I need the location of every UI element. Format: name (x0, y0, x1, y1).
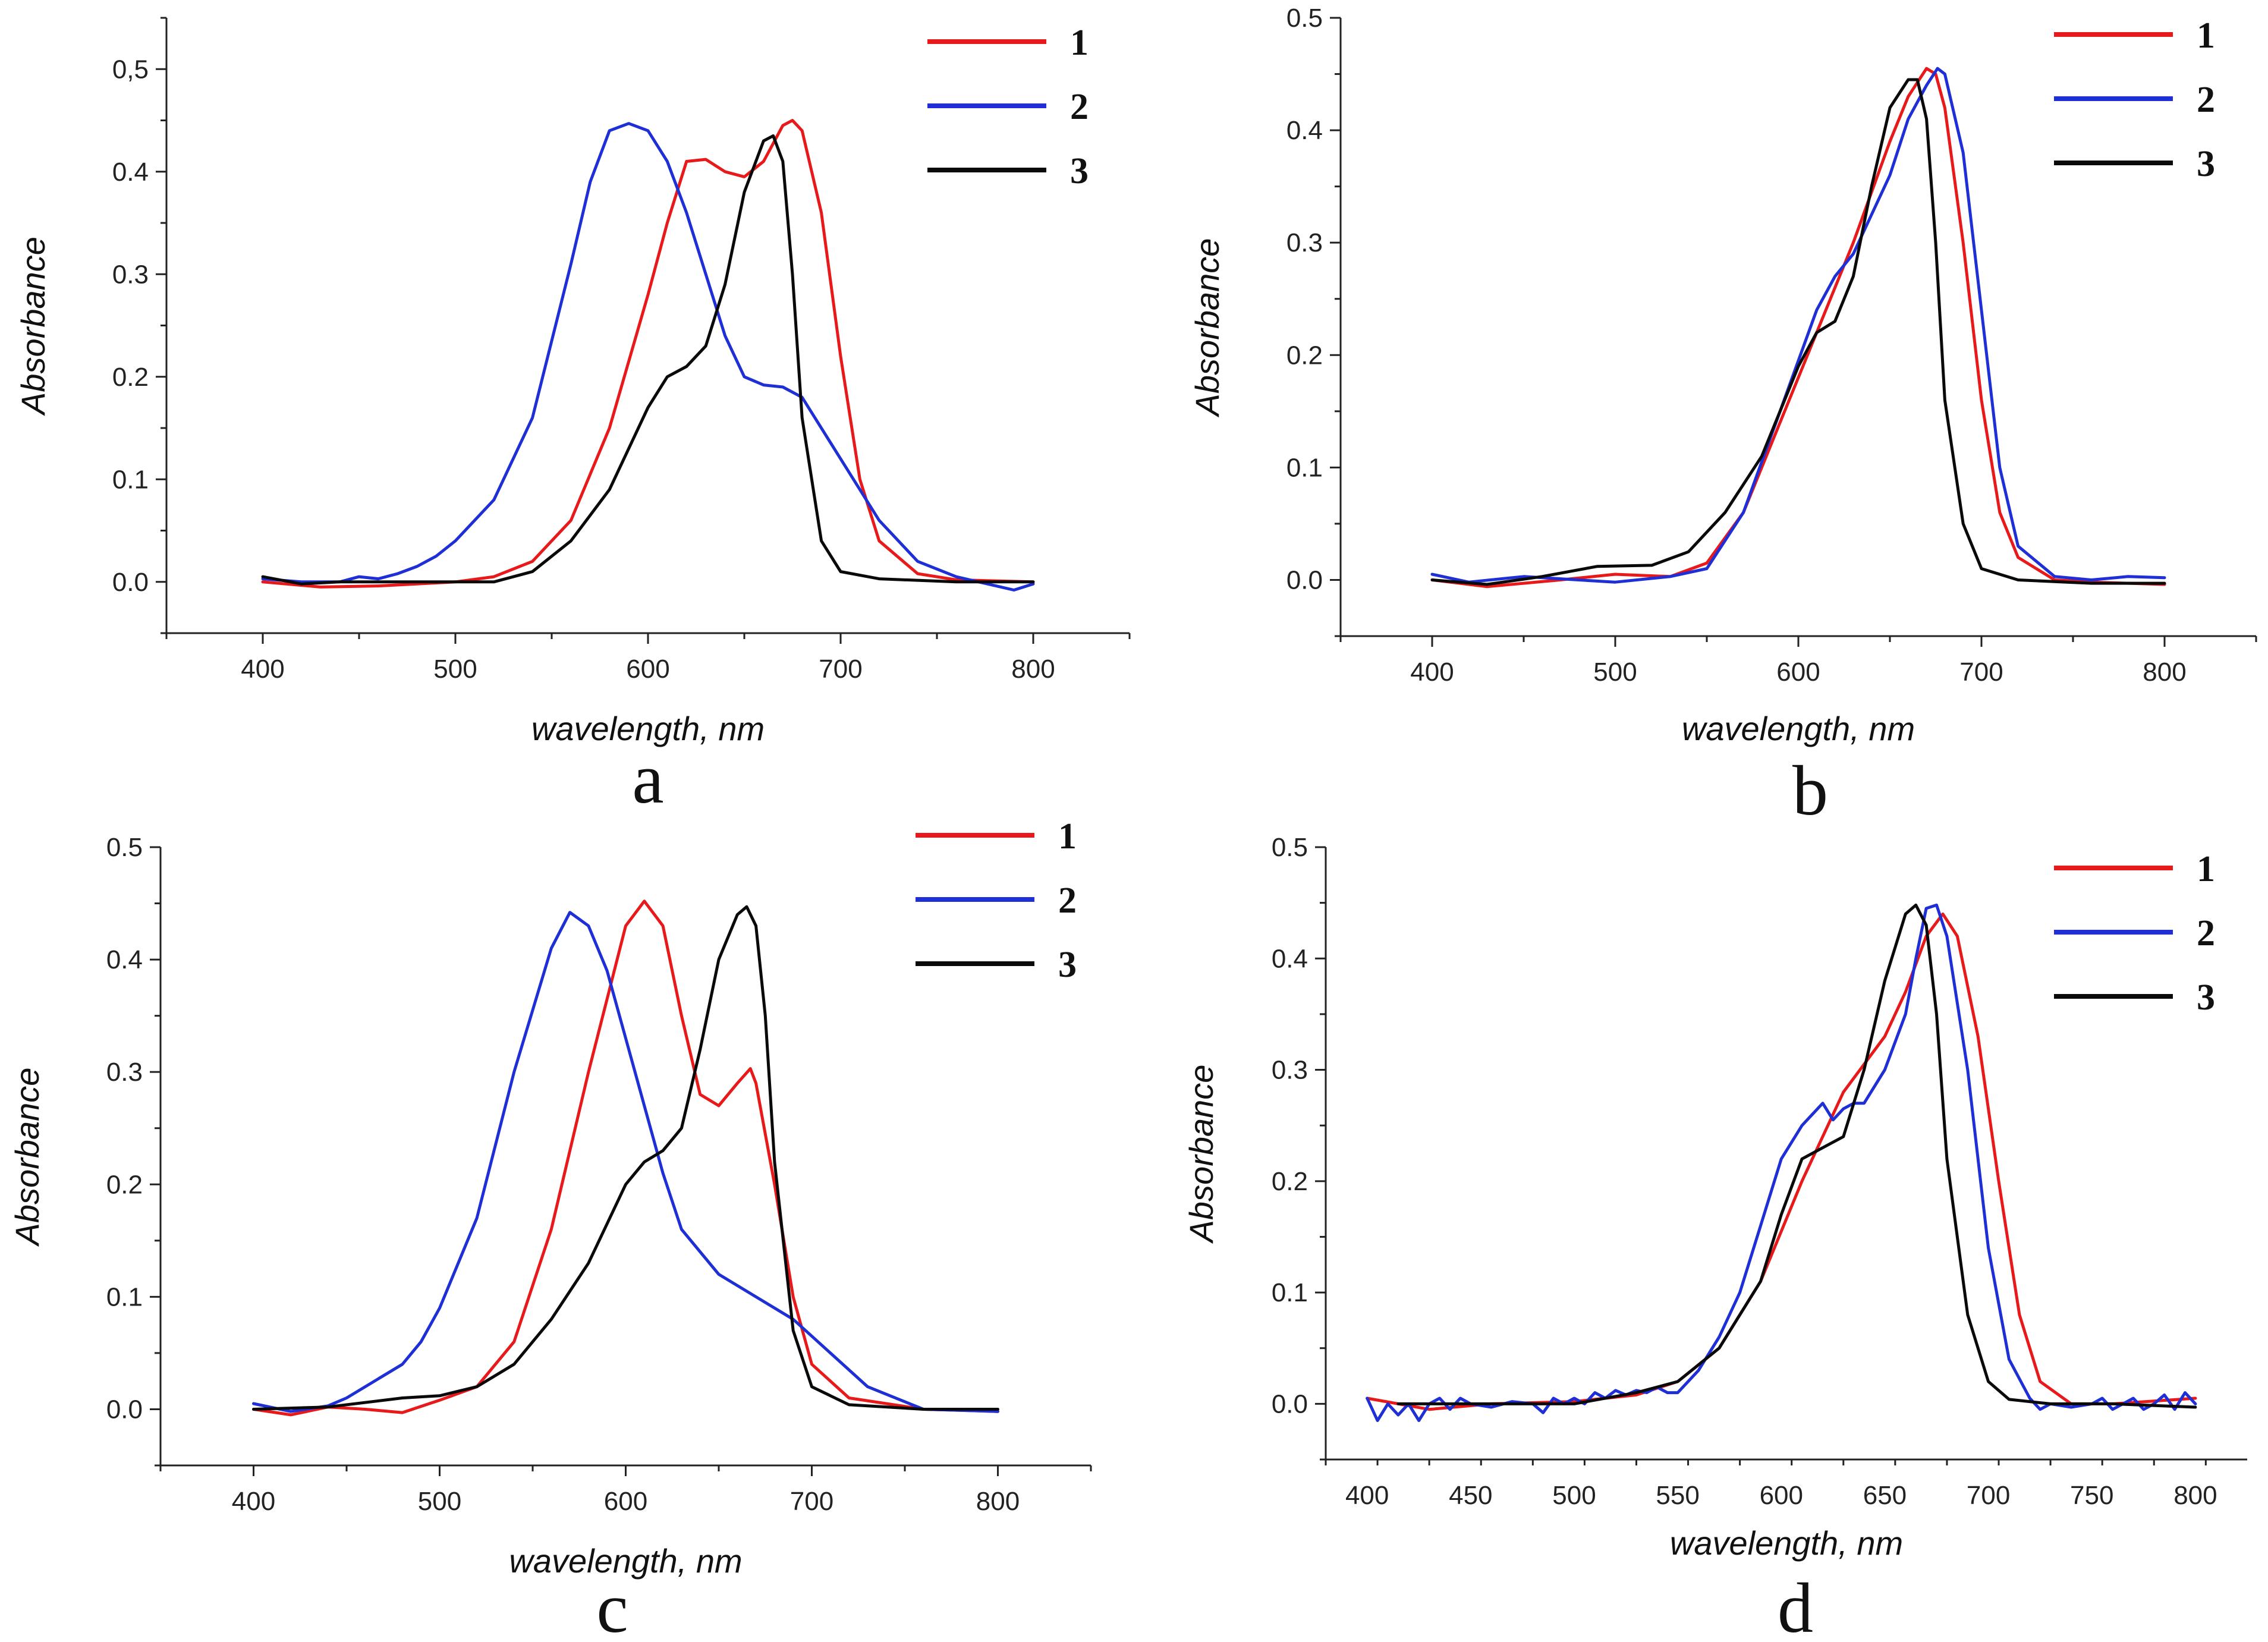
y-tick-label: 0.4 (1286, 116, 1323, 145)
legend-label-1: 1 (2197, 849, 2215, 889)
y-tick-label: 0.0 (1286, 565, 1323, 594)
y-axis-label: Absorbance (1182, 1065, 1220, 1244)
x-tick-label: 650 (1863, 1481, 1907, 1510)
y-tick-label: 0.3 (112, 260, 149, 289)
series-2-line (252, 911, 999, 1413)
y-tick-label: 0.3 (106, 1058, 143, 1087)
panel-b-chart: 400 500 600 700 800 0.0 0.1 0.2 0.3 0.4 0.5 wavelen… (1188, 4, 2257, 830)
y-tick-label: 0.0 (112, 568, 149, 597)
y-tick-label: 0.3 (1286, 228, 1323, 257)
y-tick-label: 0.0 (106, 1395, 143, 1424)
legend-label-2: 2 (2197, 80, 2215, 120)
legend-label-3: 3 (1070, 151, 1089, 191)
x-tick-label: 400 (241, 655, 284, 684)
legend-label-1: 1 (1058, 816, 1077, 857)
x-tick-label: 600 (604, 1487, 647, 1516)
y-tick-label: 0.5 (1272, 833, 1308, 862)
x-tick-label: 700 (790, 1487, 833, 1516)
y-tick-label: 0.2 (106, 1170, 143, 1199)
y-tick-label: 0,5 (112, 55, 149, 84)
series-1-line (252, 899, 999, 1417)
x-tick-label: 800 (2173, 1481, 2217, 1510)
panel-d-chart: 400 450 500 550 600 650 700 750 800 0.0 0.1 0.2 0.3 0… (1182, 833, 2247, 1642)
y-tick-label: 0.4 (112, 158, 149, 187)
x-tick-label: 700 (1959, 658, 2003, 687)
y-tick-label: 0.1 (1272, 1278, 1308, 1307)
x-tick-label: 700 (819, 655, 862, 684)
x-tick-label: 500 (433, 655, 477, 684)
y-tick-label: 0.2 (1272, 1167, 1308, 1196)
series-1-line (1430, 67, 2166, 589)
x-tick-label: 600 (1760, 1481, 1803, 1510)
legend-label-3: 3 (2197, 977, 2215, 1018)
x-axis-label: wavelength, nm (1670, 1524, 1903, 1562)
series-1-line (261, 119, 1035, 589)
y-tick-label: 0.1 (1286, 453, 1323, 482)
panel-label: a (632, 739, 663, 818)
series-2-line (1366, 903, 2197, 1422)
x-tick-label: 450 (1449, 1481, 1492, 1510)
legend-label-2: 2 (1070, 87, 1089, 127)
panel-a-chart: 400 500 600 700 800 0.0 0.1 0.2 0.3 0.4 0,5 wavelen… (14, 17, 1131, 818)
y-tick-label: 0.4 (1272, 944, 1308, 973)
legend-label-2: 2 (2197, 913, 2215, 954)
panel-label: d (1778, 1568, 1813, 1642)
y-axis-label: Absorbance (1188, 238, 1226, 418)
x-tick-label: 500 (418, 1487, 461, 1516)
legend-label-1: 1 (1070, 23, 1089, 63)
y-tick-label: 0.1 (112, 465, 149, 494)
x-axis-label: wavelength, nm (1682, 710, 1915, 747)
y-tick-label: 0.2 (1286, 341, 1323, 370)
series-3-line (1396, 903, 2197, 1409)
y-tick-label: 0.5 (106, 833, 143, 862)
x-tick-label: 700 (1967, 1481, 2010, 1510)
x-tick-label: 800 (1011, 655, 1055, 684)
legend-label-1: 1 (2197, 15, 2215, 56)
y-tick-label: 0.3 (1272, 1056, 1308, 1085)
panel-c-chart: 400 500 600 700 800 0.0 0.1 0.2 0.3 0.4 0.5 wavelen… (8, 816, 1092, 1642)
legend-label-3: 3 (2197, 144, 2215, 184)
x-tick-label: 600 (1776, 658, 1820, 687)
y-tick-label: 0.5 (1286, 4, 1323, 33)
y-tick-label: 0.2 (112, 363, 149, 392)
series-2-line (261, 122, 1035, 592)
y-axis-label: Absorbance (8, 1068, 46, 1247)
x-tick-label: 500 (1593, 658, 1637, 687)
panel-label: c (596, 1568, 628, 1642)
series-2-line (1430, 67, 2166, 584)
x-tick-label: 750 (2070, 1481, 2113, 1510)
series-3-line (261, 134, 1035, 586)
panel-label: b (1792, 751, 1828, 830)
legend-label-2: 2 (1058, 880, 1077, 921)
x-tick-label: 800 (2143, 658, 2186, 687)
series-3-line (1430, 78, 2166, 586)
x-tick-label: 800 (976, 1487, 1020, 1516)
legend-label-3: 3 (1058, 945, 1077, 985)
x-tick-label: 500 (1552, 1481, 1596, 1510)
y-axis-label: Absorbance (14, 237, 52, 416)
y-tick-label: 0.1 (106, 1282, 143, 1311)
series-3-line (252, 905, 999, 1411)
x-tick-label: 400 (1410, 658, 1454, 687)
x-tick-label: 400 (1345, 1481, 1389, 1510)
x-tick-label: 550 (1656, 1481, 1699, 1510)
y-tick-label: 0.0 (1272, 1389, 1308, 1418)
y-tick-label: 0.4 (106, 945, 143, 974)
x-tick-label: 600 (626, 655, 669, 684)
x-tick-label: 400 (232, 1487, 275, 1516)
x-axis-label: wavelength, nm (509, 1542, 742, 1580)
x-axis-label: wavelength, nm (531, 710, 765, 747)
